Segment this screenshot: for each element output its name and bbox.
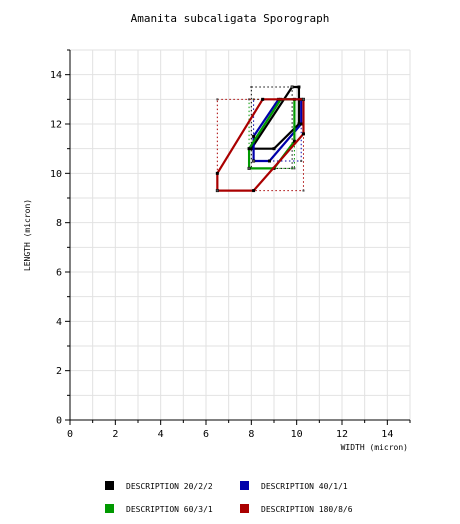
range-point bbox=[216, 189, 219, 192]
data-point bbox=[297, 122, 301, 126]
legend-swatch-3 bbox=[105, 504, 114, 513]
range-box-2 bbox=[253, 98, 302, 162]
range-point bbox=[216, 98, 219, 101]
legend-label-3: DESCRIPTION 60/3/1 bbox=[126, 505, 213, 514]
data-point bbox=[261, 97, 265, 101]
range-point bbox=[302, 189, 305, 192]
legend-label-4: DESCRIPTION 180/8/6 bbox=[261, 505, 353, 514]
legend-label-2: DESCRIPTION 40/1/1 bbox=[261, 482, 348, 491]
y-tick-label: 12 bbox=[50, 120, 62, 131]
range-point bbox=[300, 160, 303, 162]
data-point bbox=[297, 85, 301, 89]
series-1 bbox=[249, 85, 301, 170]
data-point bbox=[299, 122, 303, 126]
range-box-1 bbox=[250, 86, 293, 169]
x-tick-label: 14 bbox=[381, 429, 393, 440]
chart-axes bbox=[69, 50, 410, 421]
chart-ticks: 0 2 4 6 8 10 12 14 0 2 4 6 8 10 12 14 bbox=[50, 49, 411, 440]
legend-swatch-2 bbox=[240, 481, 249, 490]
range-point bbox=[248, 98, 251, 101]
y-axis-label: LENGTH (micron) bbox=[23, 199, 32, 271]
range-point bbox=[250, 86, 253, 88]
x-tick-label: 4 bbox=[158, 429, 164, 440]
legend-swatch-1 bbox=[105, 481, 114, 490]
range-point bbox=[293, 167, 296, 170]
range-box-4 bbox=[216, 98, 304, 192]
x-tick-label: 10 bbox=[291, 429, 303, 440]
x-tick-label: 2 bbox=[112, 429, 118, 440]
data-point bbox=[215, 171, 219, 175]
data-point bbox=[252, 134, 256, 138]
y-tick-label: 8 bbox=[56, 218, 62, 229]
range-point bbox=[302, 98, 305, 101]
legend-label-1: DESCRIPTION 20/2/2 bbox=[126, 482, 213, 491]
series-layer bbox=[215, 85, 305, 193]
data-point bbox=[267, 159, 271, 163]
range-point bbox=[291, 86, 294, 88]
y-tick-label: 6 bbox=[56, 268, 62, 279]
outline-1 bbox=[249, 85, 301, 150]
data-point bbox=[247, 147, 251, 151]
y-tick-label: 10 bbox=[50, 169, 62, 180]
y-tick-label: 4 bbox=[56, 317, 62, 328]
x-tick-label: 0 bbox=[67, 429, 73, 440]
range-point bbox=[248, 167, 251, 170]
data-point bbox=[301, 132, 305, 136]
x-tick-label: 6 bbox=[203, 429, 209, 440]
x-tick-label: 12 bbox=[336, 429, 348, 440]
legend-swatch-4 bbox=[240, 504, 249, 513]
chart-grid bbox=[69, 49, 411, 421]
range-point bbox=[252, 160, 255, 162]
x-axis-label: WIDTH (micron) bbox=[341, 443, 408, 452]
chart-legend: DESCRIPTION 20/2/2 DESCRIPTION 40/1/1 DESC… bbox=[105, 481, 353, 514]
data-point bbox=[272, 147, 276, 151]
data-point bbox=[292, 139, 296, 143]
data-point bbox=[252, 189, 256, 193]
series-4 bbox=[215, 97, 305, 193]
y-tick-label: 14 bbox=[50, 70, 62, 81]
chart-title: Amanita subcaligata Sporograph bbox=[131, 12, 330, 25]
y-tick-label: 2 bbox=[56, 366, 62, 377]
x-tick-label: 8 bbox=[248, 429, 254, 440]
data-point bbox=[249, 147, 253, 151]
y-tick-label: 0 bbox=[56, 416, 62, 427]
